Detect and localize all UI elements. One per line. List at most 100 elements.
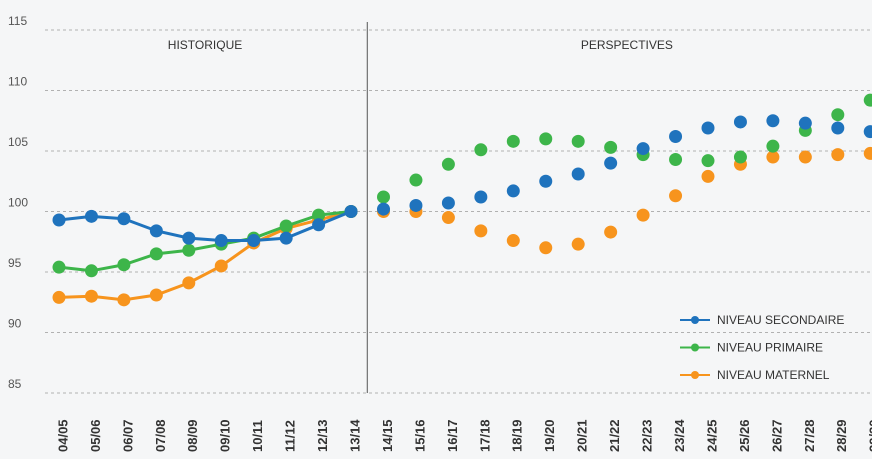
data-point	[604, 225, 618, 239]
data-point	[344, 205, 358, 218]
data-point	[279, 231, 293, 245]
data-point	[733, 115, 747, 129]
y-tick-label: 105	[8, 135, 28, 149]
y-tick-label: 115	[8, 14, 27, 28]
data-point	[798, 116, 812, 130]
data-point	[669, 189, 683, 203]
legend-dot	[691, 316, 699, 324]
data-point	[149, 288, 163, 302]
data-point	[312, 208, 326, 222]
data-point	[377, 190, 390, 204]
y-tick-label: 90	[8, 317, 22, 331]
data-point	[701, 121, 715, 135]
data-point	[539, 174, 553, 188]
series-line	[58, 210, 352, 273]
data-point	[214, 259, 228, 273]
y-tick-label: 100	[8, 196, 28, 210]
y-tick-label: 85	[8, 377, 22, 391]
x-tick-label: 10/11	[250, 420, 265, 452]
x-tick-label: 05/06	[88, 419, 103, 452]
data-point	[571, 167, 585, 181]
data-point	[474, 143, 488, 157]
x-tick-label: 27/28	[802, 419, 817, 452]
data-point	[149, 224, 163, 238]
data-point	[279, 219, 293, 233]
data-point	[766, 114, 780, 128]
data-point	[636, 208, 650, 222]
data-point	[377, 202, 390, 216]
data-point	[84, 289, 98, 303]
data-point	[117, 258, 131, 272]
x-tick-label: 20/21	[575, 419, 590, 452]
data-point	[441, 196, 455, 210]
data-point	[409, 173, 423, 187]
data-point	[636, 142, 650, 156]
data-point	[117, 212, 131, 226]
x-tick-label: 26/27	[769, 419, 784, 452]
data-point	[247, 234, 261, 248]
legend-label: NIVEAU MATERNEL	[717, 368, 830, 382]
data-point	[604, 140, 618, 154]
annotation: PERSPECTIVES	[581, 38, 673, 52]
x-tick-label: 13/14	[347, 419, 362, 452]
data-point	[506, 134, 520, 148]
x-tick-label: 29/30	[867, 419, 872, 452]
data-point	[571, 134, 585, 148]
x-tick-label: 09/10	[218, 419, 233, 452]
data-point	[831, 108, 845, 122]
x-tick-label: 12/13	[315, 419, 330, 452]
series-line	[58, 210, 352, 302]
data-point	[117, 293, 131, 307]
y-tick-label: 95	[8, 256, 22, 270]
x-tick-label: 19/20	[542, 419, 557, 452]
x-tick-label: 21/22	[607, 419, 622, 452]
x-tick-label: 22/23	[640, 419, 655, 452]
annotation: HISTORIQUE	[168, 38, 242, 52]
x-tick-label: 23/24	[672, 419, 687, 452]
data-point	[84, 209, 98, 223]
data-point	[182, 231, 196, 245]
data-point	[604, 156, 618, 170]
data-point	[766, 150, 780, 164]
x-tick-label: 04/05	[55, 419, 70, 452]
data-point	[539, 241, 553, 255]
data-point	[701, 169, 715, 183]
x-tick-label: 15/16	[412, 419, 427, 452]
legend-label: NIVEAU PRIMAIRE	[717, 341, 823, 355]
data-point	[669, 129, 683, 143]
data-point	[149, 247, 163, 261]
x-tick-label: 16/17	[445, 419, 460, 452]
legend-label: NIVEAU SECONDAIRE	[717, 313, 844, 327]
y-tick-label: 110	[8, 75, 27, 89]
data-point	[506, 234, 520, 248]
data-point	[863, 125, 872, 139]
data-point	[312, 218, 326, 232]
data-point	[863, 93, 872, 107]
x-tick-label: 06/07	[120, 419, 135, 452]
data-point	[733, 150, 747, 164]
x-tick-label: 07/08	[153, 419, 168, 452]
x-tick-label: 08/09	[185, 419, 200, 452]
x-tick-label: 14/15	[380, 419, 395, 452]
data-point	[831, 148, 845, 162]
x-tick-label: 24/25	[704, 419, 719, 452]
data-point	[52, 213, 66, 227]
x-tick-label: 25/26	[737, 419, 752, 452]
data-point	[701, 154, 715, 168]
data-point	[798, 150, 812, 164]
legend-dot	[691, 371, 699, 379]
data-point	[863, 146, 872, 160]
data-point	[441, 211, 455, 225]
data-point	[766, 139, 780, 153]
data-point	[474, 190, 488, 204]
x-tick-label: 11/12	[283, 420, 298, 452]
data-point	[831, 121, 845, 135]
data-point	[84, 264, 98, 278]
data-point	[409, 198, 423, 212]
x-tick-label: 17/18	[477, 419, 492, 452]
data-point	[474, 224, 488, 238]
data-point	[441, 157, 455, 171]
data-point	[506, 184, 520, 198]
data-point	[52, 290, 66, 304]
